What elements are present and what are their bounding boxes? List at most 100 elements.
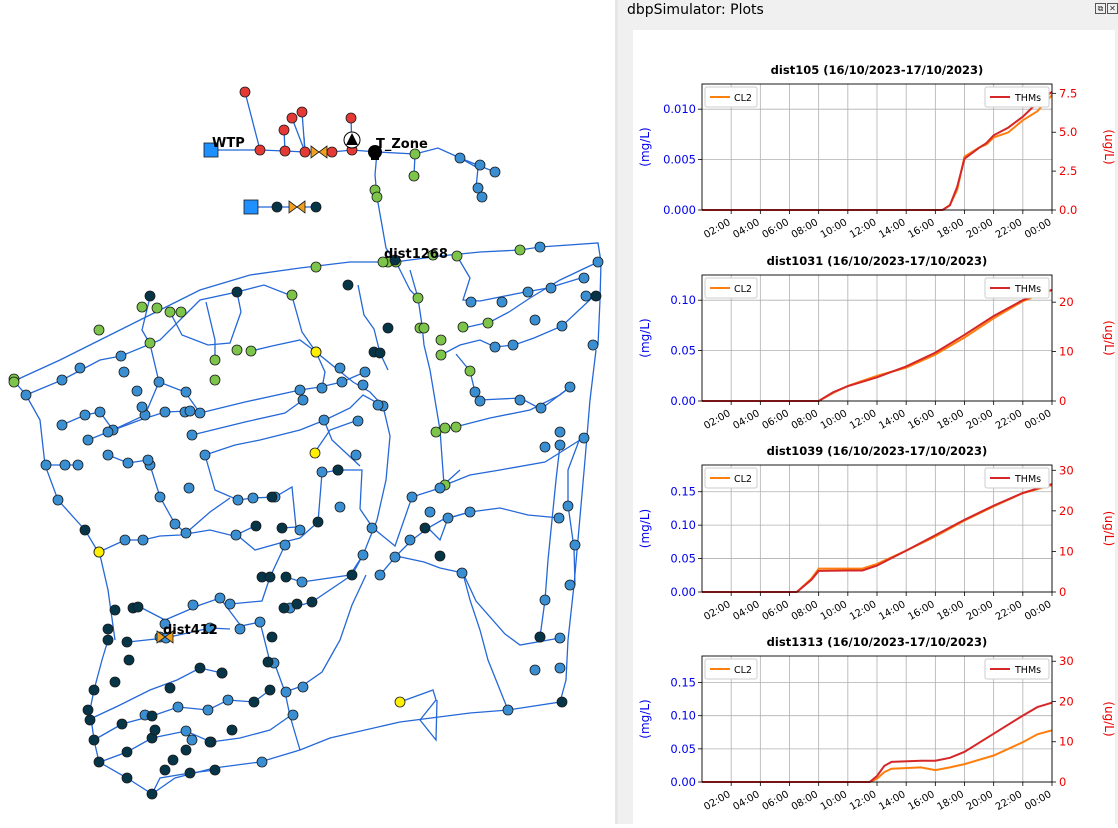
junction-node-dark <box>374 347 386 359</box>
junction-node-blue <box>316 382 328 394</box>
x-tick-label: 14:00 <box>877 599 907 623</box>
network-map-canvas[interactable]: WTP T_Zone dist1268 dist412 <box>0 0 615 824</box>
x-tick-label: 20:00 <box>965 408 995 432</box>
legend-box <box>984 277 1050 299</box>
pipe <box>379 507 561 576</box>
junction-node-green <box>450 421 462 433</box>
junction-node-dark <box>180 744 192 756</box>
x-tick-label: 22:00 <box>994 408 1024 432</box>
junction-node-blue <box>592 256 604 268</box>
junction-node-dark <box>167 754 179 766</box>
junction-node-green <box>427 249 439 261</box>
junction-node-blue <box>115 350 127 362</box>
plots-dock-panel: dbpSimulator: Plots ⧉ ✕ dist105 (16/10/2… <box>618 0 1118 824</box>
junction-node-dark <box>123 654 135 666</box>
junction-node-dark <box>116 718 128 730</box>
junction-node-dark <box>332 464 344 476</box>
y-left-tick-label: 0.000 <box>663 203 696 217</box>
y-right-tick-label: 20 <box>1059 694 1074 708</box>
junction-node-blue <box>122 457 134 469</box>
junction-node-green <box>451 250 463 262</box>
x-tick-label: 16:00 <box>906 599 936 623</box>
junction-node-blue <box>496 296 508 308</box>
y-right-tick-label: 0 <box>1059 775 1066 789</box>
junction-node-blue <box>350 449 362 461</box>
pipe <box>395 555 561 646</box>
pipe <box>191 399 304 436</box>
junction-node-green <box>514 244 526 256</box>
junction-node-red <box>299 146 311 158</box>
x-tick-label: 18:00 <box>936 789 966 813</box>
junction-node-blue <box>82 434 94 446</box>
junction-node-blue <box>280 686 292 698</box>
panel-splitter[interactable] <box>615 0 618 824</box>
valve-icon <box>288 200 306 214</box>
junction-node-dark <box>389 254 401 266</box>
x-tick-label: 00:00 <box>1023 408 1053 432</box>
x-tick-label: 20:00 <box>965 789 995 813</box>
junction-node-blue <box>374 569 386 581</box>
junction-node-green <box>8 376 20 388</box>
label-dist1268: dist1268 <box>384 247 448 262</box>
y-left-axis-label: (mg/L) <box>638 127 652 166</box>
junction-node-blue <box>489 166 501 178</box>
x-tick-label: 14:00 <box>877 408 907 432</box>
junction-node-dark <box>121 772 133 784</box>
y-right-axis-label: (ug/L) <box>1102 511 1115 546</box>
pipe <box>149 464 231 534</box>
junction-node-dark <box>590 290 602 302</box>
y-right-tick-label: 0.0 <box>1059 203 1077 217</box>
junction-node-blue <box>186 734 198 746</box>
y-left-tick-label: 0.05 <box>670 552 696 566</box>
junction-node-dark <box>82 704 94 716</box>
pipe <box>127 627 231 643</box>
series-line-thms <box>702 90 1053 211</box>
junction-node-blue <box>318 414 330 426</box>
junction-node-red <box>239 86 251 98</box>
pipe <box>323 419 361 467</box>
legend-box <box>704 277 758 299</box>
y-left-tick-label: 0.00 <box>670 585 696 599</box>
junction-node-blue <box>247 492 259 504</box>
junction-node-dark <box>266 491 278 503</box>
junction-node-blue <box>489 341 501 353</box>
junction-node-dark <box>306 596 318 608</box>
x-tick-label: 20:00 <box>965 599 995 623</box>
x-tick-label: 12:00 <box>848 408 878 432</box>
y-right-tick-label: 7.5 <box>1059 86 1077 100</box>
junction-node-blue <box>180 527 192 539</box>
float-icon[interactable]: ⧉ <box>1095 3 1106 14</box>
junction-node-dark <box>149 724 161 736</box>
chart-title: dist1039 (16/10/2023-17/10/2023) <box>767 444 988 458</box>
junction-node-blue <box>359 366 371 378</box>
label-dist412: dist412 <box>163 623 218 638</box>
junction-node-dark <box>88 684 100 696</box>
pipe <box>285 554 364 583</box>
legend-label-thms: THMs <box>1014 93 1041 104</box>
y-right-tick-label: 2.5 <box>1059 164 1077 178</box>
junction-node-blue <box>59 459 71 471</box>
junction-node-dark <box>291 598 303 610</box>
junction-node-blue <box>20 389 32 401</box>
junction-node-blue <box>119 534 131 546</box>
pipe <box>13 380 116 641</box>
junction-node-dark <box>280 571 292 583</box>
junction-node-blue <box>404 534 416 546</box>
network-map[interactable]: WTP T_Zone dist1268 dist412 <box>0 0 615 824</box>
junction-node-blue <box>187 599 199 611</box>
node-layer <box>8 86 604 800</box>
junction-node-blue <box>476 191 488 203</box>
pump-arrow-icon <box>346 133 358 145</box>
close-icon[interactable]: ✕ <box>1107 3 1118 14</box>
pipe <box>273 574 367 693</box>
junction-node-blue <box>554 632 566 644</box>
junction-node-blue <box>442 512 454 524</box>
x-tick-label: 06:00 <box>761 217 791 241</box>
junction-node-blue <box>545 282 557 294</box>
junction-node-green <box>209 354 221 366</box>
junction-node-blue <box>389 551 401 563</box>
junction-node-blue <box>587 339 599 351</box>
pipe <box>395 261 419 299</box>
y-right-tick-label: 0 <box>1059 585 1066 599</box>
junction-node-blue <box>434 482 446 494</box>
